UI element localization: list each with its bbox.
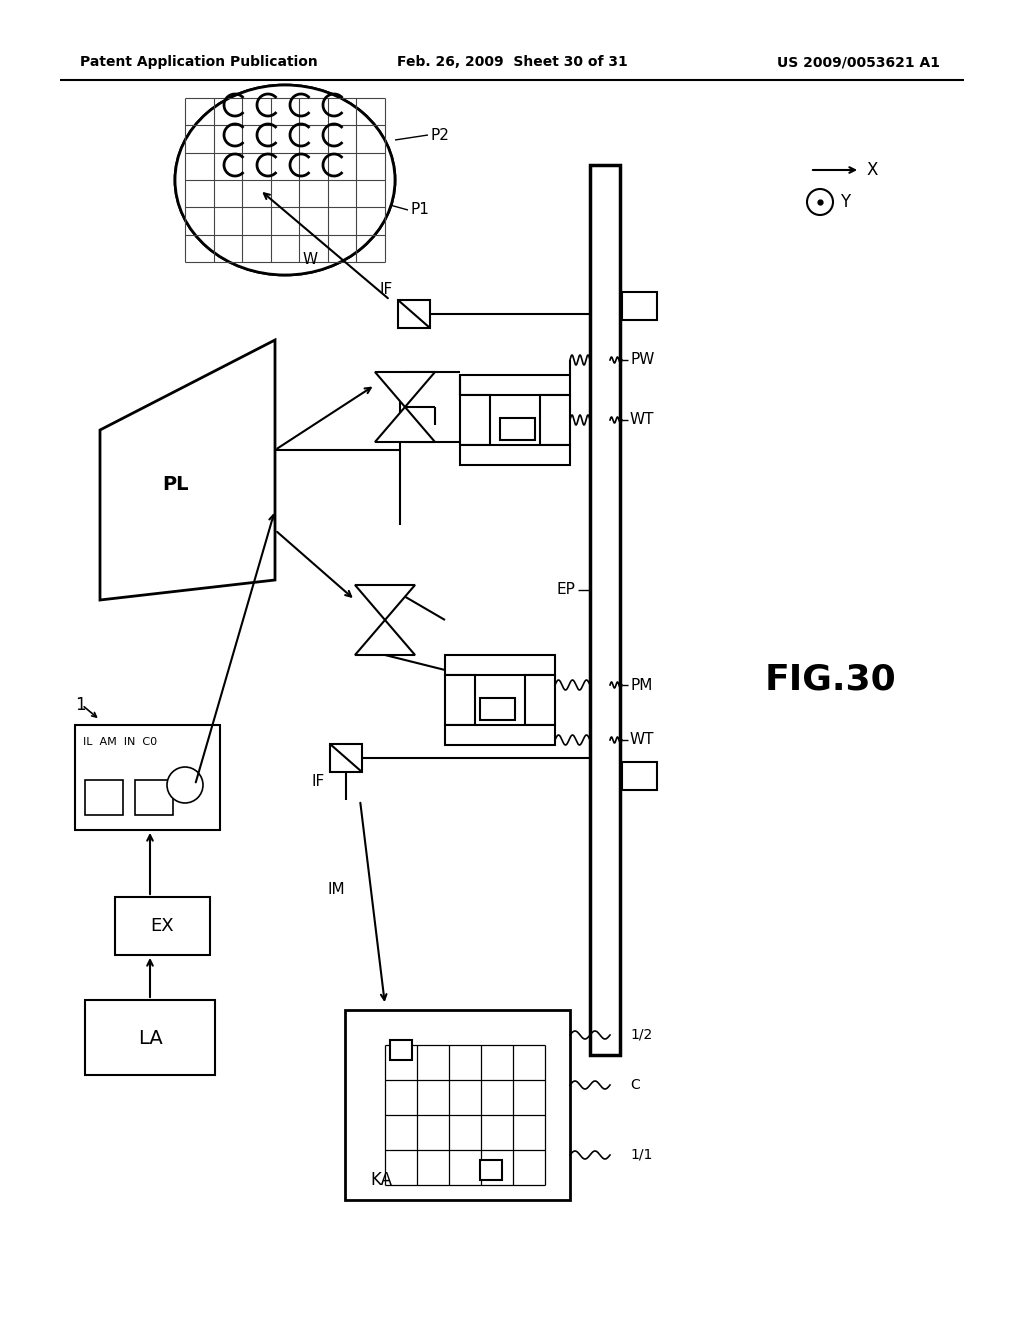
Bar: [460, 375, 570, 395]
Text: IF: IF: [311, 775, 325, 789]
Bar: [85, 1001, 215, 1074]
Polygon shape: [375, 407, 435, 442]
Bar: [480, 698, 515, 719]
Text: EX: EX: [151, 917, 174, 935]
Bar: [445, 655, 555, 675]
Text: C: C: [630, 1078, 640, 1092]
Bar: [540, 395, 570, 445]
Text: IF: IF: [380, 282, 393, 297]
Text: US 2009/0053621 A1: US 2009/0053621 A1: [777, 55, 940, 69]
Bar: [525, 675, 555, 725]
Ellipse shape: [175, 84, 395, 275]
Text: 1/1: 1/1: [630, 1148, 652, 1162]
Circle shape: [167, 767, 203, 803]
Polygon shape: [375, 372, 435, 407]
Text: X: X: [866, 161, 878, 180]
Circle shape: [807, 189, 833, 215]
Text: PW: PW: [630, 352, 654, 367]
Text: P2: P2: [430, 128, 449, 143]
Text: EP: EP: [556, 582, 575, 598]
Bar: [135, 780, 173, 814]
Bar: [460, 445, 570, 465]
Bar: [590, 165, 620, 1055]
Ellipse shape: [175, 84, 395, 275]
Text: WT: WT: [630, 412, 654, 428]
Text: LA: LA: [137, 1028, 163, 1048]
Text: W: W: [302, 252, 317, 268]
Text: Feb. 26, 2009  Sheet 30 of 31: Feb. 26, 2009 Sheet 30 of 31: [396, 55, 628, 69]
Bar: [622, 762, 657, 789]
Text: FIG.30: FIG.30: [764, 663, 896, 697]
Bar: [345, 1010, 570, 1200]
Text: 1/2: 1/2: [630, 1028, 652, 1041]
Bar: [622, 292, 657, 319]
Text: IL  AM  IN  C0: IL AM IN C0: [83, 737, 157, 747]
Bar: [85, 780, 123, 814]
Bar: [500, 418, 535, 440]
Text: PL: PL: [162, 475, 188, 495]
Text: 1: 1: [75, 696, 86, 714]
Polygon shape: [100, 341, 275, 601]
Text: WT: WT: [630, 733, 654, 747]
Text: KA: KA: [370, 1171, 392, 1189]
Bar: [330, 744, 362, 772]
Text: Y: Y: [840, 193, 850, 211]
Bar: [115, 898, 210, 954]
Text: Patent Application Publication: Patent Application Publication: [80, 55, 317, 69]
Polygon shape: [355, 585, 415, 620]
Bar: [480, 1160, 502, 1180]
Polygon shape: [355, 620, 415, 655]
Bar: [445, 725, 555, 744]
Bar: [75, 725, 220, 830]
Bar: [398, 300, 430, 327]
Bar: [460, 395, 490, 445]
Bar: [390, 1040, 412, 1060]
Bar: [445, 675, 475, 725]
Text: PM: PM: [630, 677, 652, 693]
Text: P1: P1: [410, 202, 429, 218]
Text: IM: IM: [328, 883, 345, 898]
